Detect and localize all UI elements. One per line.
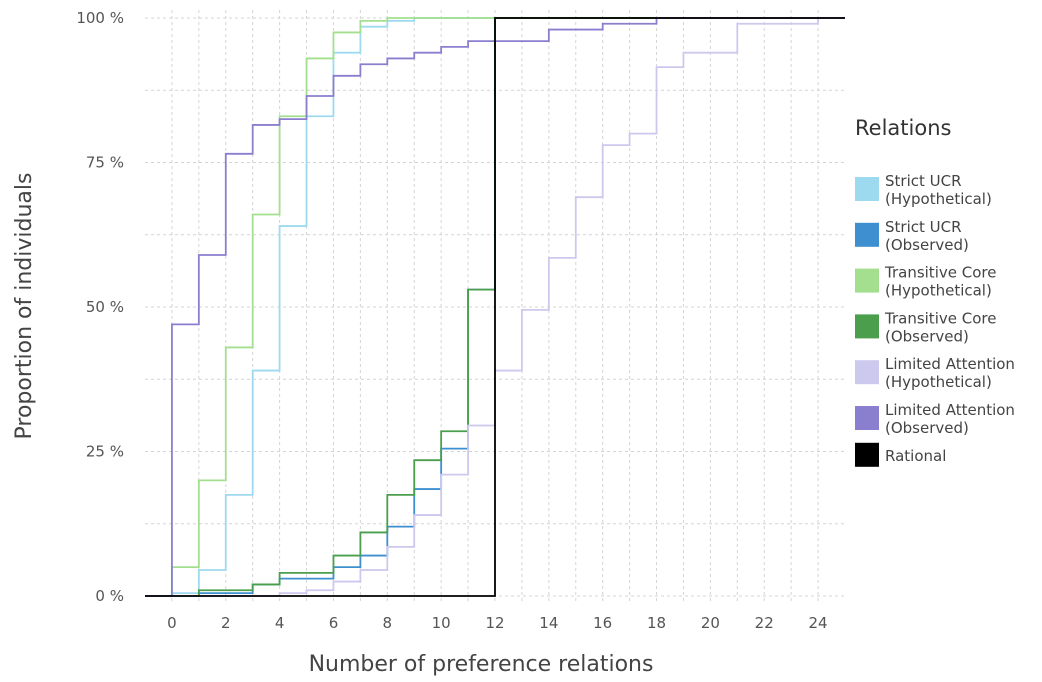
y-axis-title: Proportion of individuals xyxy=(12,173,37,440)
x-tick-label: 20 xyxy=(701,614,720,632)
x-tick-label: 10 xyxy=(432,614,451,632)
legend-label: Limited Attention (Observed) xyxy=(885,401,1015,437)
legend-swatch xyxy=(855,442,879,467)
series-line xyxy=(145,17,845,597)
x-tick-label: 22 xyxy=(755,614,774,632)
legend-swatch xyxy=(855,177,879,201)
x-axis-title: Number of preference relations xyxy=(309,652,654,677)
series-line xyxy=(145,17,845,597)
legend-label: Strict UCR (Observed) xyxy=(885,218,969,254)
legend-swatch xyxy=(855,222,879,247)
x-tick-label: 4 xyxy=(275,614,285,632)
legend-label: Rational xyxy=(885,447,946,465)
legend-label: Transitive Core (Observed) xyxy=(884,309,996,345)
x-tick-label: 14 xyxy=(539,614,558,632)
legend-label: Limited Attention (Hypothetical) xyxy=(885,355,1015,391)
x-tick-label: 12 xyxy=(485,614,504,632)
x-tick-label: 0 xyxy=(167,614,177,632)
axis-ticks: 0 2 4 6 8 10 12 14 16 18 20 22 240 %25 %50 %75 %100 … xyxy=(76,9,827,632)
x-tick-label: 16 xyxy=(593,614,612,632)
x-tick-label: 8 xyxy=(383,614,393,632)
legend-swatch xyxy=(855,314,879,339)
y-tick-label: 0 % xyxy=(95,587,124,605)
x-tick-label: 18 xyxy=(647,614,666,632)
x-tick-label: 6 xyxy=(329,614,339,632)
legend-swatch xyxy=(855,406,879,430)
legend-label: Transitive Core (Hypothetical) xyxy=(884,264,996,300)
legend-swatch xyxy=(855,360,879,385)
y-tick-label: 50 % xyxy=(86,298,124,316)
legend-swatch xyxy=(855,268,879,293)
series-line xyxy=(145,17,845,597)
series-line xyxy=(145,17,845,597)
x-tick-label: 2 xyxy=(221,614,231,632)
legend-label: Strict UCR (Hypothetical) xyxy=(885,172,992,208)
y-tick-label: 25 % xyxy=(86,443,124,461)
series-line xyxy=(145,17,845,597)
legend-title: Relations xyxy=(855,116,951,140)
y-tick-label: 100 % xyxy=(76,9,124,27)
x-tick-label: 24 xyxy=(809,614,828,632)
plot-area xyxy=(145,17,845,597)
legend: Relations Strict UCR (Hypothetical) Strict… xyxy=(855,116,1015,467)
y-tick-label: 75 % xyxy=(86,154,124,172)
